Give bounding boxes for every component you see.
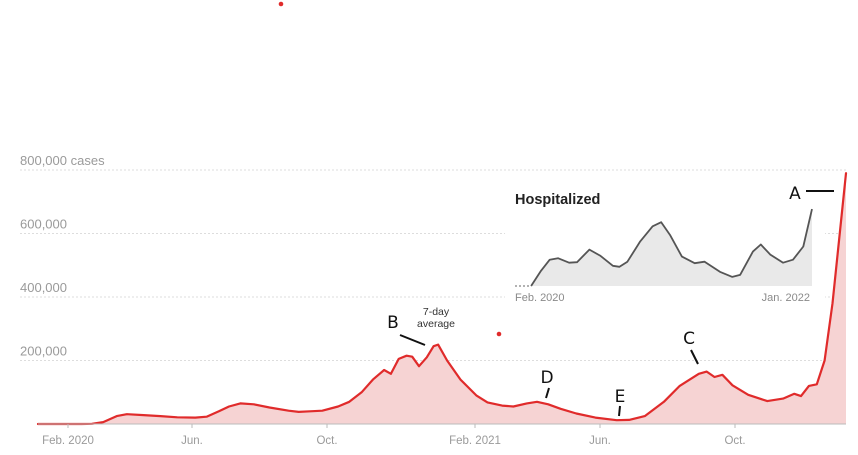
stray-red-dot (496, 331, 502, 337)
inset-x-axis-labels: Feb. 2020 Jan. 2022 (515, 292, 810, 304)
inset-title: Hospitalized (515, 192, 600, 208)
inset-line (530, 208, 813, 287)
annotation-leader-line (545, 387, 550, 399)
x-tick-label: Feb. 2021 (449, 435, 501, 447)
annotation-c: C (683, 329, 699, 365)
cases-area (38, 173, 846, 424)
x-axis-labels: Feb. 2020 Jun. Oct. Feb. 2021 Jun. Oct. (42, 424, 746, 447)
y-tick-label: 400,000 (20, 280, 67, 295)
hospitalized-inset: Hospitalized Feb. 2020 Jan. 2022 (505, 180, 825, 305)
annotation-leader-line (690, 349, 699, 365)
annotation-letter: C (683, 329, 695, 349)
y-tick-label: 200,000 (20, 344, 67, 359)
x-tick-label: Oct. (316, 435, 337, 447)
x-tick-label: Feb. 2020 (42, 435, 94, 447)
y-tick-label: 800,000 cases (20, 153, 105, 168)
inset-x-tick-label: Feb. 2020 (515, 292, 565, 304)
annotation-e: E (615, 387, 626, 417)
x-tick-label: Oct. (724, 435, 745, 447)
inset-x-tick-label: Jan. 2022 (762, 292, 810, 304)
x-tick-label: Jun. (181, 435, 203, 447)
annotation-leader-line (399, 334, 426, 346)
stray-red-dot (278, 1, 284, 7)
annotation-leader-line (618, 405, 621, 417)
x-tick-label: Jun. (589, 435, 611, 447)
annotation-note: average (417, 318, 455, 330)
y-tick-label: 600,000 (20, 217, 67, 232)
annotation-letter: E (615, 387, 626, 407)
y-axis-labels: 800,000 cases 600,000 400,000 200,000 (20, 153, 105, 359)
annotation-a: A (789, 184, 834, 204)
inset-area (531, 209, 812, 286)
annotation-letter: B (387, 313, 399, 333)
annotation-d: D (540, 368, 554, 399)
annotation-note: 7-day (423, 306, 450, 318)
cases-line (36, 172, 848, 426)
annotation-letter: D (540, 368, 553, 388)
annotation-letter: A (789, 184, 801, 204)
